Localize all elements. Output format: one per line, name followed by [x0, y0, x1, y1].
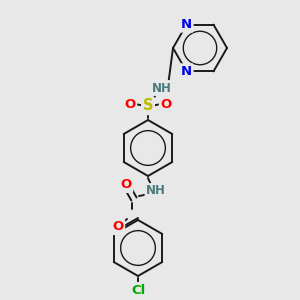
Text: NH: NH	[146, 184, 166, 197]
Text: Cl: Cl	[131, 284, 145, 296]
Text: O: O	[112, 220, 124, 233]
Text: O: O	[124, 98, 136, 110]
Text: N: N	[181, 65, 192, 78]
Text: S: S	[143, 98, 153, 113]
Text: O: O	[120, 178, 132, 191]
Text: O: O	[160, 98, 172, 110]
Text: NH: NH	[152, 82, 172, 94]
Text: N: N	[181, 18, 192, 31]
